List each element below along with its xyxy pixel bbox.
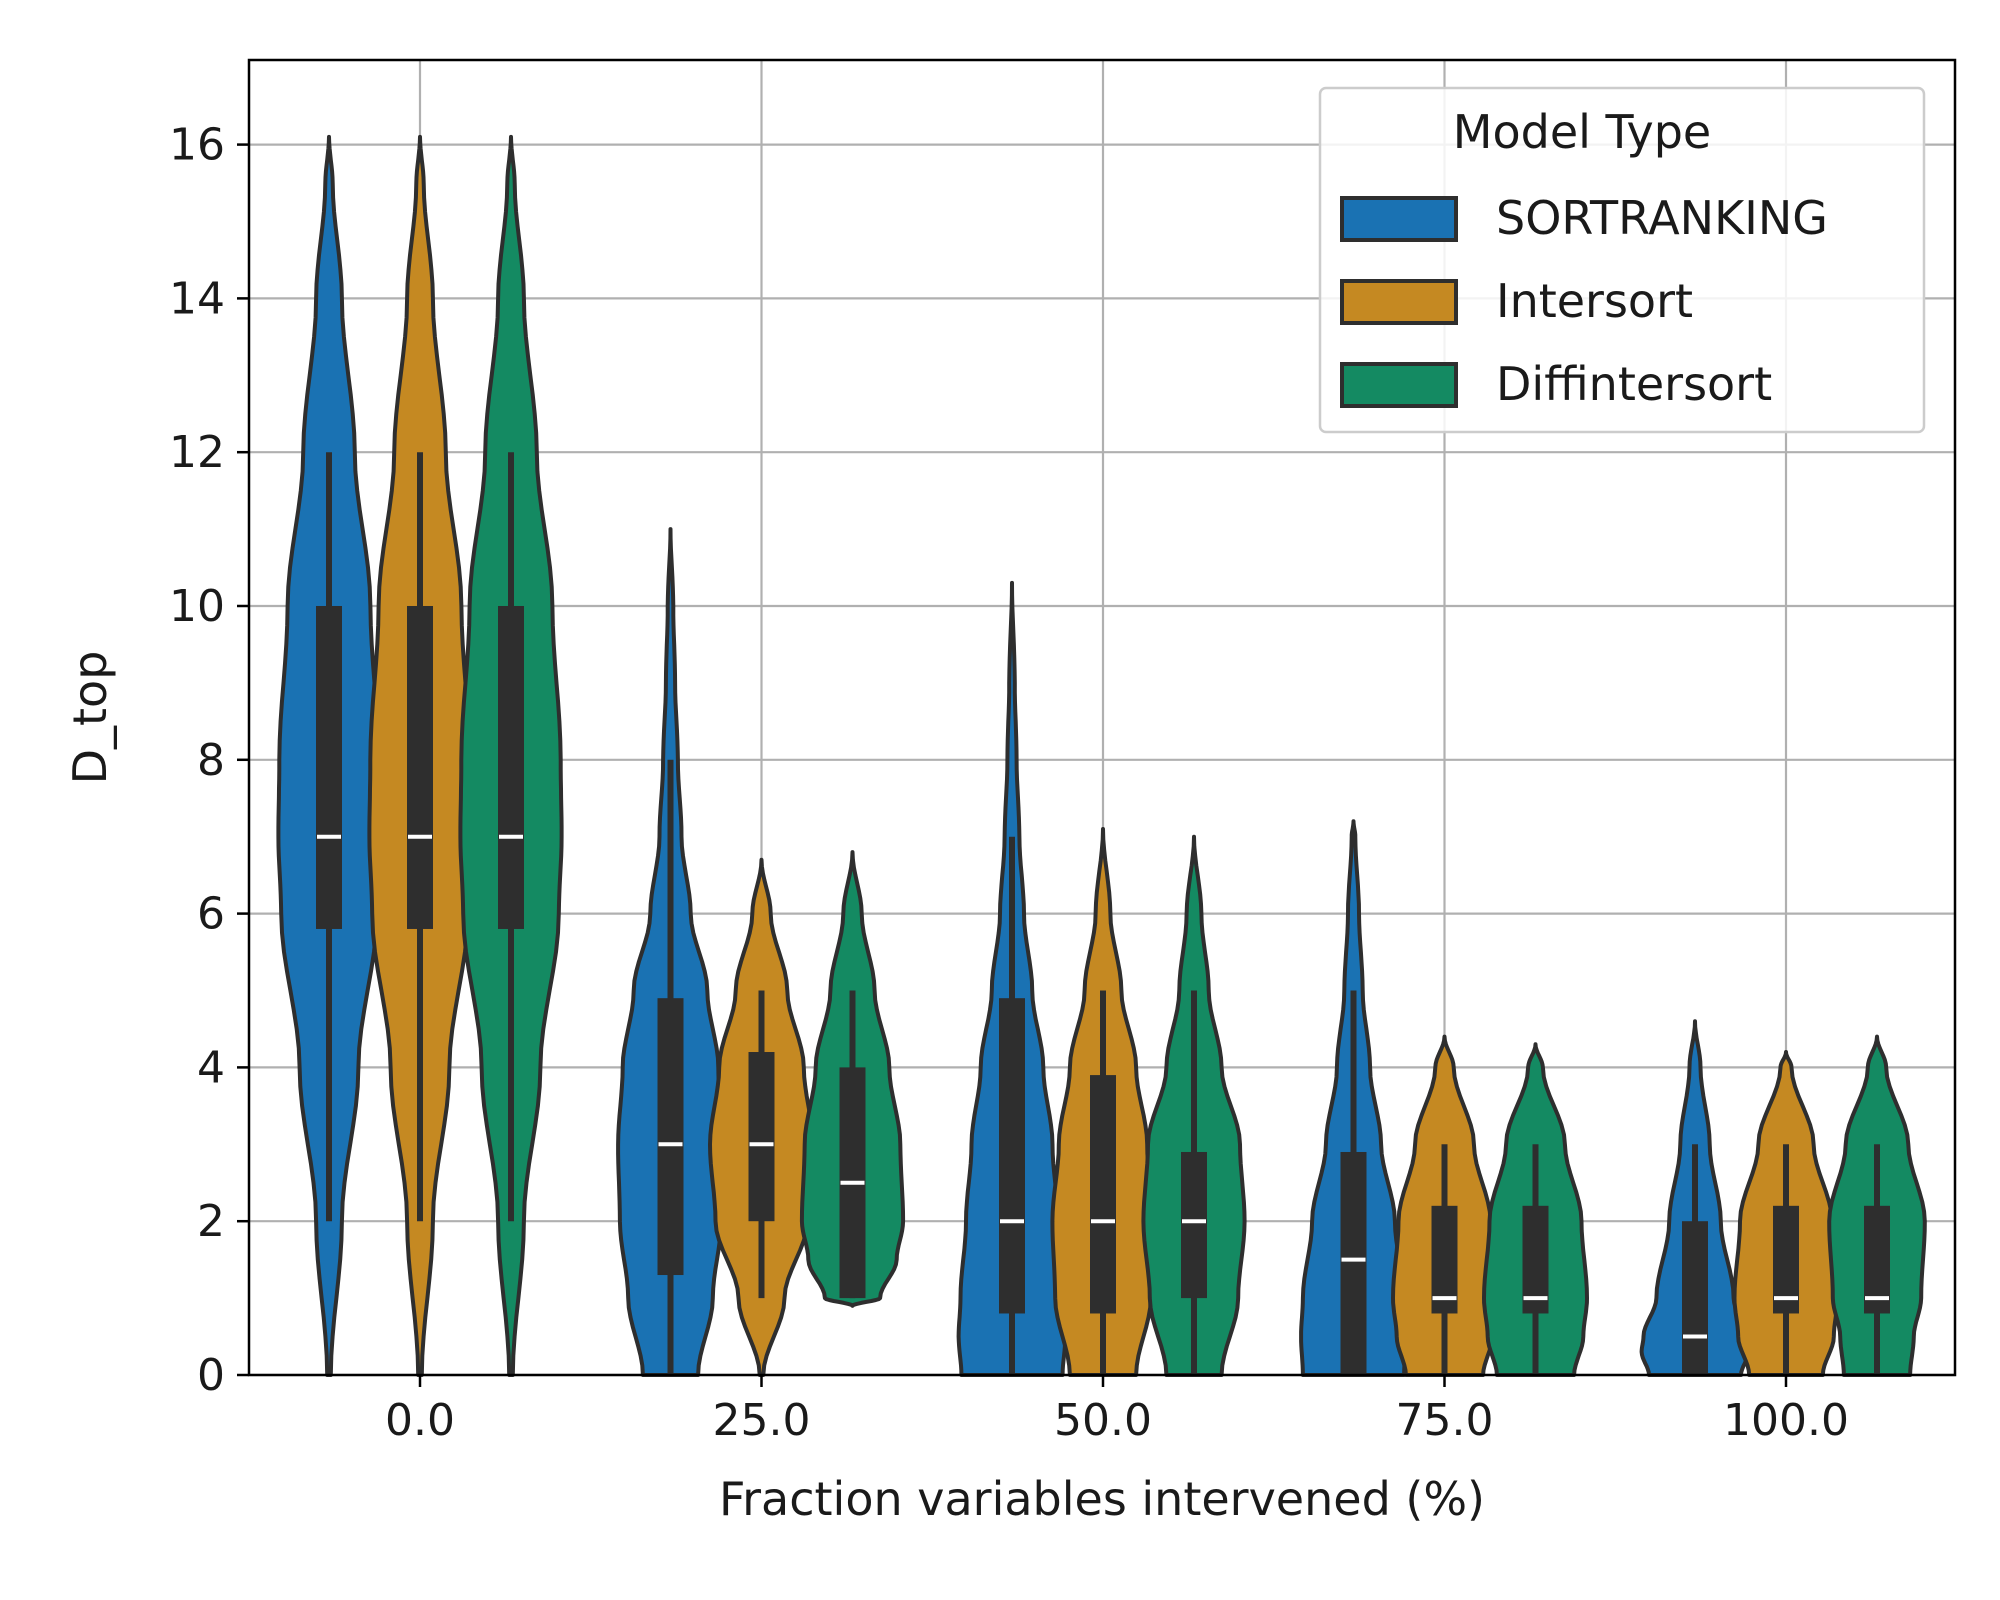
violin-diffintersort-25.0 <box>799 850 906 1308</box>
y-tick-label: 2 <box>197 1196 225 1247</box>
legend-swatch <box>1340 362 1458 408</box>
violin-diffintersort-50.0 <box>1141 834 1247 1377</box>
y-tick-label: 6 <box>197 889 225 940</box>
legend-title: Model Type <box>1453 105 1711 159</box>
legend-swatch <box>1340 196 1458 242</box>
x-tick-label: 0.0 <box>385 1395 455 1446</box>
y-tick-label: 16 <box>169 120 225 171</box>
x-axis-label: Fraction variables intervened (%) <box>719 1472 1485 1526</box>
violin-iqr-box <box>1181 1151 1207 1299</box>
violin-iqr-box <box>1090 1075 1116 1314</box>
violins <box>276 134 1927 1377</box>
violin-iqr-box <box>1864 1205 1890 1314</box>
y-tick-label: 10 <box>169 581 225 632</box>
x-tick-label: 100.0 <box>1723 1395 1849 1446</box>
violin-intersort-50.0 <box>1050 827 1156 1377</box>
violin-diffintersort-75.0 <box>1482 1042 1589 1377</box>
y-tick-label: 14 <box>169 273 225 324</box>
violin-iqr-box <box>1682 1221 1708 1375</box>
violin-sortranking-0.0 <box>276 134 382 1377</box>
violin-iqr-box <box>407 605 433 929</box>
violin-iqr-box <box>1773 1205 1799 1314</box>
axis-ticks: 0 2 4 6 8 10 12 14 16 0.0 25.0 50.0 75.0 100.0 <box>169 120 1849 1446</box>
violin-iqr-box <box>999 998 1025 1314</box>
violin-iqr-box <box>1522 1205 1549 1314</box>
violin-sortranking-25.0 <box>616 527 725 1377</box>
x-tick-label: 50.0 <box>1054 1395 1152 1446</box>
violin-intersort-75.0 <box>1391 1034 1498 1377</box>
violin-iqr-box <box>1431 1205 1458 1314</box>
violin-iqr-box <box>498 605 524 929</box>
y-tick-label: 0 <box>197 1350 225 1401</box>
violin-diffintersort-0.0 <box>458 134 564 1377</box>
violin-sortranking-75.0 <box>1299 819 1408 1377</box>
y-tick-label: 8 <box>197 735 225 786</box>
x-tick-label: 25.0 <box>713 1395 811 1446</box>
y-tick-label: 12 <box>169 427 225 478</box>
violin-intersort-25.0 <box>708 857 815 1377</box>
x-tick-label: 75.0 <box>1396 1395 1494 1446</box>
violin-iqr-box <box>316 605 342 929</box>
violin-intersort-100.0 <box>1732 1050 1840 1377</box>
legend-label: SORTRANKING <box>1496 191 1828 245</box>
violin-iqr-box <box>1340 1151 1367 1375</box>
legend: Model Type SORTRANKING Intersort Diffinter… <box>1318 86 1926 434</box>
violin-iqr-box <box>748 1052 775 1222</box>
legend-label: Intersort <box>1496 274 1693 328</box>
y-axis-label: D_top <box>63 651 117 785</box>
violin-sortranking-50.0 <box>956 580 1068 1377</box>
legend-box <box>1318 86 1926 434</box>
violin-diffintersort-100.0 <box>1827 1034 1927 1377</box>
violin-iqr-box <box>657 998 684 1276</box>
legend-label: Diffintersort <box>1496 357 1772 411</box>
y-tick-label: 4 <box>197 1042 225 1093</box>
legend-swatch <box>1340 279 1458 325</box>
